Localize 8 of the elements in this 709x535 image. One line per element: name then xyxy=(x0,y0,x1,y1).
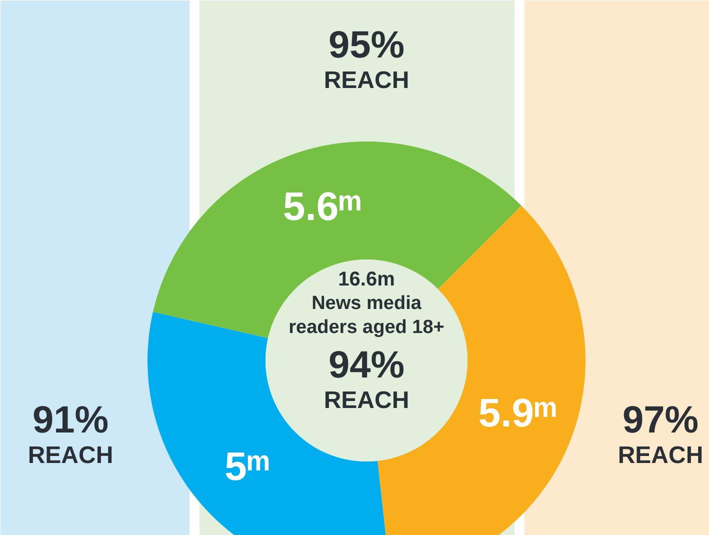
text: 97% REACH xyxy=(618,400,704,470)
data-label: 5ᵐ xyxy=(224,444,270,489)
text: 91% REACH xyxy=(28,400,114,470)
data-label: 5.9ᵐ xyxy=(478,392,557,436)
text: 94% REACH xyxy=(324,344,410,414)
text: 16.6m News media readers aged 18+ xyxy=(288,268,444,338)
data-label: 5.6ᵐ xyxy=(283,184,362,229)
text: 95% REACH xyxy=(324,24,410,94)
